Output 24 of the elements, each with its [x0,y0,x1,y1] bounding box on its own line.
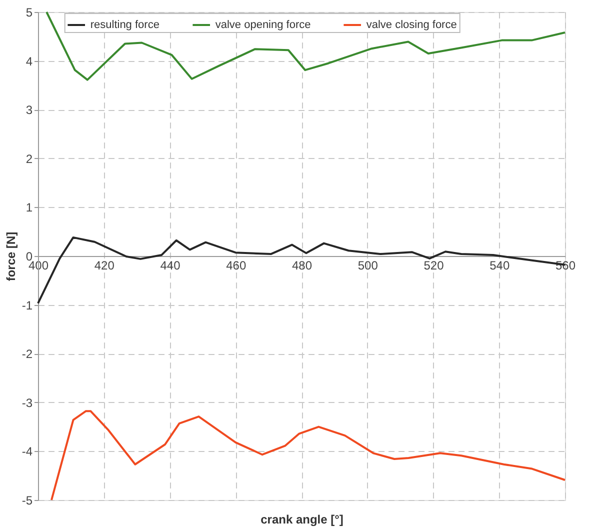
y-tick-label: 2 [26,152,33,166]
x-tick-label: 420 [94,258,115,272]
y-tick-label: -4 [22,444,33,459]
x-tick-label: 440 [160,258,181,272]
y-axis-title: force [N] [4,232,18,282]
y-tick-label: -5 [22,494,33,508]
legend-label: resulting force [90,19,160,31]
x-axis-title: crank angle [°] [260,512,344,526]
x-tick-label: 500 [358,258,378,272]
x-tick-label: 520 [424,258,444,272]
y-tick-label: -3 [22,396,33,410]
x-tick-label: 460 [226,258,246,272]
y-tick-label: 3 [26,103,33,118]
legend-label: valve closing force [366,19,457,31]
y-tick-label: -2 [22,347,33,362]
y-tick-label: -1 [22,298,33,312]
line-series [50,410,566,501]
y-tick-label: 4 [26,54,33,68]
y-tick-label: 5 [26,6,33,20]
legend-label: valve opening force [215,19,311,31]
x-tick-label: 480 [292,258,312,272]
x-tick-label: 540 [490,258,510,272]
line-series [46,11,566,81]
y-tick-label: 1 [26,200,33,215]
